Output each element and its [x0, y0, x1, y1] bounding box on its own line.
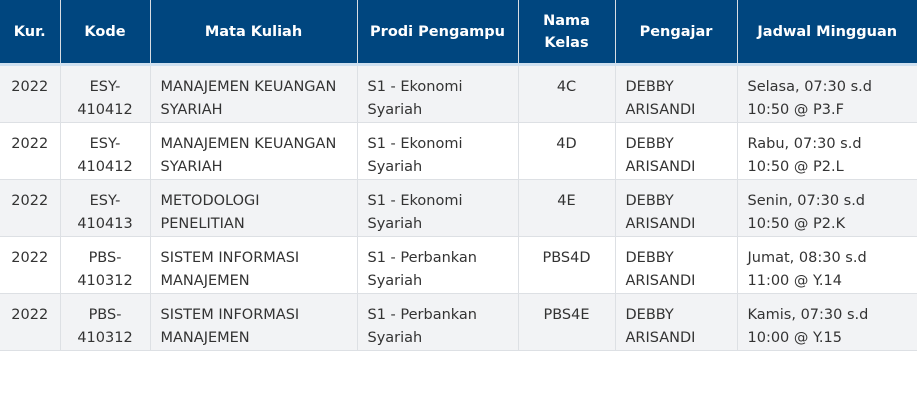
cell-kode: ESY-410413 — [60, 179, 151, 237]
cell-mata-kuliah: MANAJEMEN KEUANGAN SYARIAH — [150, 122, 358, 180]
cell-kurikulum: 2022 — [0, 236, 61, 294]
header-nama-kelas: Nama Kelas — [518, 0, 616, 66]
cell-prodi: S1 - Perbankan Syariah — [357, 236, 519, 294]
cell-nama-kelas: 4E — [518, 179, 616, 237]
header-row: Kur. Kode Mata Kuliah Prodi Pengampu Nam… — [0, 0, 917, 66]
schedule-table: Kur. Kode Mata Kuliah Prodi Pengampu Nam… — [0, 0, 917, 351]
cell-nama-kelas: PBS4E — [518, 293, 616, 351]
cell-jadwal: Kamis, 07:30 s.d 10:00 @ Y.15 — [737, 293, 917, 351]
cell-kurikulum: 2022 — [0, 64, 61, 123]
cell-mata-kuliah: SISTEM INFORMASI MANAJEMEN — [150, 293, 358, 351]
cell-jadwal: Senin, 07:30 s.d 10:50 @ P2.K — [737, 179, 917, 237]
cell-prodi: S1 - Ekonomi Syariah — [357, 122, 519, 180]
table-row: 2022 ESY-410412 MANAJEMEN KEUANGAN SYARIAH… — [0, 64, 917, 123]
cell-kurikulum: 2022 — [0, 122, 61, 180]
table-row: 2022 ESY-410412 MANAJEMEN KEUANGAN SYARIAH… — [0, 122, 917, 180]
cell-kode: ESY-410412 — [60, 64, 151, 123]
table-row: 2022 PBS-410312 SISTEM INFORMASI MANAJEMEN… — [0, 236, 917, 294]
cell-pengajar: DEBBY ARISANDI — [615, 179, 738, 237]
header-kode: Kode — [60, 0, 151, 66]
cell-pengajar: DEBBY ARISANDI — [615, 293, 738, 351]
cell-pengajar: DEBBY ARISANDI — [615, 64, 738, 123]
header-kurikulum: Kur. — [0, 0, 61, 66]
cell-mata-kuliah: MANAJEMEN KEUANGAN SYARIAH — [150, 64, 358, 123]
table-row: 2022 ESY-410413 METODOLOGI PENELITIAN S1 - … — [0, 179, 917, 237]
cell-prodi: S1 - Perbankan Syariah — [357, 293, 519, 351]
header-jadwal: Jadwal Mingguan — [737, 0, 917, 66]
cell-jadwal: Rabu, 07:30 s.d 10:50 @ P2.L — [737, 122, 917, 180]
cell-mata-kuliah: METODOLOGI PENELITIAN — [150, 179, 358, 237]
cell-pengajar: DEBBY ARISANDI — [615, 122, 738, 180]
cell-prodi: S1 - Ekonomi Syariah — [357, 64, 519, 123]
header-mata-kuliah: Mata Kuliah — [150, 0, 358, 66]
cell-nama-kelas: PBS4D — [518, 236, 616, 294]
cell-nama-kelas: 4D — [518, 122, 616, 180]
cell-kode: ESY-410412 — [60, 122, 151, 180]
header-pengajar: Pengajar — [615, 0, 738, 66]
cell-kode: PBS-410312 — [60, 293, 151, 351]
cell-nama-kelas: 4C — [518, 64, 616, 123]
cell-kode: PBS-410312 — [60, 236, 151, 294]
header-prodi: Prodi Pengampu — [357, 0, 519, 66]
cell-kurikulum: 2022 — [0, 293, 61, 351]
cell-prodi: S1 - Ekonomi Syariah — [357, 179, 519, 237]
cell-mata-kuliah: SISTEM INFORMASI MANAJEMEN — [150, 236, 358, 294]
table-row: 2022 PBS-410312 SISTEM INFORMASI MANAJEMEN… — [0, 293, 917, 351]
cell-jadwal: Selasa, 07:30 s.d 10:50 @ P3.F — [737, 64, 917, 123]
cell-kurikulum: 2022 — [0, 179, 61, 237]
cell-pengajar: DEBBY ARISANDI — [615, 236, 738, 294]
cell-jadwal: Jumat, 08:30 s.d 11:00 @ Y.14 — [737, 236, 917, 294]
